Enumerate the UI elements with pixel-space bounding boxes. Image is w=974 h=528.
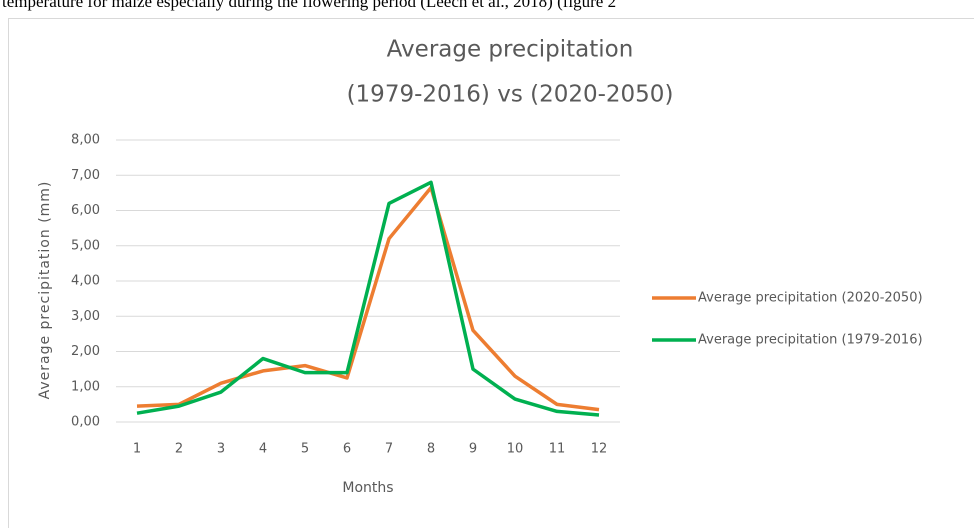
x-tick-label: 1 [133,442,141,457]
y-tick-label: 2,00 [71,344,100,359]
header-text: temperature for maize especially during … [2,0,616,11]
legend-label: Average precipitation (1979-2016) [698,333,923,348]
x-tick-label: 7 [385,442,393,457]
y-tick-label: 6,00 [71,203,100,218]
y-tick-label: 7,00 [71,168,100,183]
x-tick-label: 11 [549,442,566,457]
y-tick-label: 1,00 [71,379,100,394]
x-tick-label: 6 [343,442,351,457]
y-tick-label: 8,00 [71,133,100,148]
x-tick-label: 9 [469,442,477,457]
x-tick-label: 3 [217,442,225,457]
x-tick-label: 4 [259,442,267,457]
x-tick-label: 10 [507,442,524,457]
legend-label: Average precipitation (2020-2050) [698,291,923,306]
chart-border [8,18,974,528]
chart-title: (1979-2016) vs (2020-2050) [347,82,674,108]
y-tick-label: 4,00 [71,274,100,289]
y-tick-label: 3,00 [71,309,100,324]
x-axis-label: Months [342,480,393,496]
y-axis-label: Average precipitation (mm) [37,181,53,400]
data-line [136,180,600,417]
x-tick-label: 5 [301,442,309,457]
chart-title: Average precipitation [387,37,634,63]
y-tick-label: 0,00 [71,415,100,430]
x-tick-label: 2 [175,442,183,457]
x-tick-label: 8 [427,442,435,457]
x-tick-label: 12 [591,442,608,457]
y-tick-label: 5,00 [71,238,100,253]
data-line [136,185,600,412]
